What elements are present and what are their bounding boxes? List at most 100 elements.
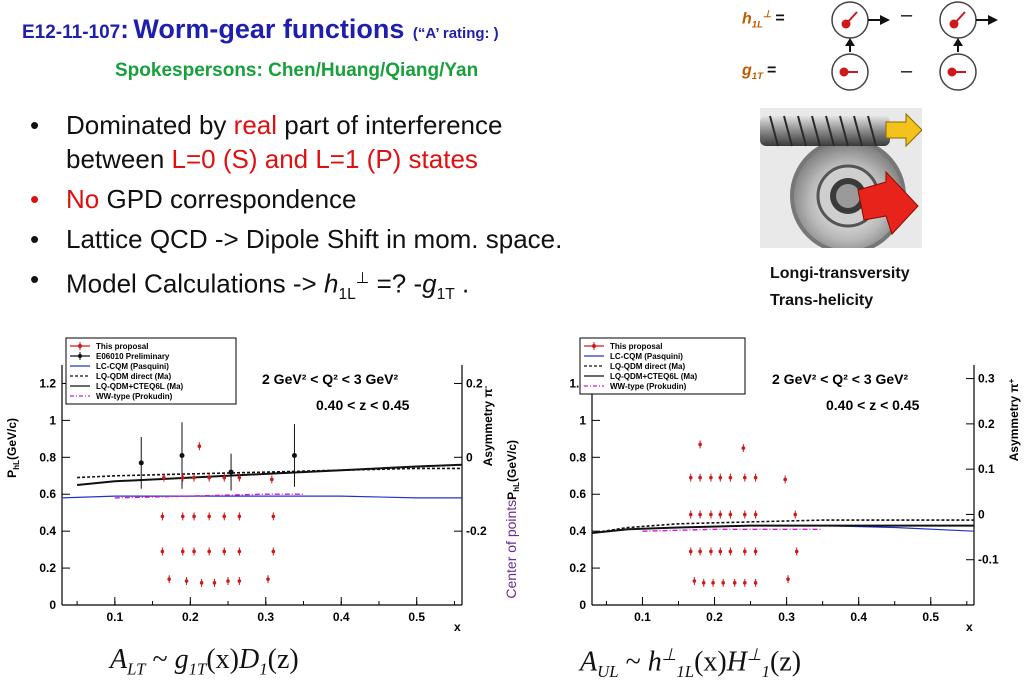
- proposal-point: [167, 577, 171, 581]
- g1t-label: g1T =: [742, 62, 777, 83]
- x-axis-label: x: [454, 620, 461, 634]
- proposal-point: [237, 549, 242, 554]
- proposal-point: [794, 549, 799, 554]
- proposal-point: [688, 512, 693, 517]
- legend-swatch-marker: [78, 354, 82, 358]
- proposal-point: [743, 475, 747, 480]
- proposal-point: [237, 514, 242, 519]
- proposal-point: [180, 549, 185, 554]
- proposal-point: [711, 581, 715, 585]
- proposal-point: [743, 549, 747, 554]
- y-tick-label: 1: [579, 413, 586, 427]
- proposal-point: [698, 549, 702, 554]
- red-arrow-icon: [857, 170, 919, 235]
- legend-swatch-marker: [592, 344, 596, 348]
- curve-lq-cteq: [77, 463, 463, 486]
- formula-aul: AUL ~ h⊥1L(x)H⊥1(z): [580, 645, 802, 681]
- proposal-point: [180, 514, 185, 519]
- proposal-point: [743, 581, 747, 585]
- proposal-point: [180, 475, 185, 480]
- y-tick-label: 0.6: [39, 487, 56, 501]
- y2-tick-label: 0.2: [978, 417, 995, 431]
- formula-alt: ALT ~ g1T(x)D1(z): [110, 644, 299, 679]
- proposal-point: [237, 475, 242, 480]
- worm-screw: [760, 115, 890, 147]
- quark-spin-arrows: [839, 11, 966, 77]
- y-tick-label: 0.8: [39, 450, 56, 464]
- legend-entry: LC-CQM (Pasquini): [610, 352, 683, 361]
- picture-caption: Longi-transversity Trans-helicity: [770, 260, 910, 314]
- curve-lq-direct: [77, 467, 462, 479]
- proposal-point: [212, 581, 217, 585]
- y2-tick-label: 0: [466, 450, 473, 464]
- title-rating: (“A’ rating: ): [412, 25, 499, 42]
- proposal-point: [184, 579, 189, 583]
- y2-axis-label: Asymmetry π+: [1007, 378, 1021, 461]
- proposal-point: [718, 549, 723, 554]
- proposal-point: [271, 514, 276, 519]
- yellow-arrow-icon: [885, 112, 922, 148]
- proposal-point: [728, 475, 733, 480]
- legend-entry: LQ-QDM direct (Ma): [96, 372, 171, 381]
- proposal-point: [266, 577, 270, 581]
- worm-gear-wheel: [790, 138, 906, 248]
- bullet-item-3: • Lattice QCD -> Dipole Shift in mom. sp…: [30, 224, 563, 254]
- x-tick-label: 0.1: [106, 610, 123, 624]
- proposal-point: [237, 579, 242, 583]
- worm-gear-picture: [760, 108, 922, 248]
- y2-tick-label: 0.2: [466, 376, 483, 390]
- kinematics-q2: 2 GeV² < Q² < 3 GeV²: [772, 371, 909, 387]
- minus-sign-bottom: –: [901, 60, 913, 82]
- kinematics-z: 0.40 < z < 0.45: [316, 397, 410, 413]
- bullet-item-4: • Model Calculations -> h1L⊥ =? -g1T .: [30, 264, 470, 303]
- proposal-point: [753, 581, 758, 585]
- y-tick-label: 1: [49, 413, 56, 427]
- bullet-list: • Dominated by real part of interference…: [30, 108, 730, 318]
- e06010-point: [179, 452, 185, 458]
- minus-sign-top: –: [901, 4, 913, 26]
- proposal-point: [207, 549, 211, 554]
- y-tick-label: 0.8: [569, 450, 586, 464]
- x-tick-label: 0.2: [706, 610, 723, 624]
- proposal-point: [721, 581, 725, 585]
- legend-entry: WW-type (Prokudin): [96, 392, 173, 401]
- y-axis-label: PhL(GeV/c): [5, 418, 21, 478]
- e06010-point: [228, 469, 234, 475]
- proposal-point: [728, 549, 733, 554]
- y-tick-label: 0.4: [39, 524, 56, 538]
- y-tick-label: 0.2: [569, 561, 586, 575]
- proposal-point: [162, 475, 166, 480]
- x-tick-label: 0.5: [408, 610, 425, 624]
- y-axis-label: Center of pointsPhL(GeV/c): [503, 440, 521, 599]
- caption-line-2: Trans-helicity: [770, 292, 874, 309]
- proposal-point: [160, 549, 165, 554]
- spin-diagram: [831, 1, 998, 91]
- legend-entry: LQ-QDM+CTEQ6L (Ma): [96, 382, 184, 391]
- curve-ww: [642, 528, 823, 532]
- legend-entry: LQ-QDM direct (Ma): [610, 362, 685, 371]
- x-tick-label: 0.3: [257, 610, 274, 624]
- proposal-point: [207, 475, 211, 480]
- x-tick-label: 0.3: [778, 610, 795, 624]
- y2-axis-label: Asymmetry π-: [481, 385, 495, 466]
- proposal-point: [709, 475, 713, 480]
- proposal-point: [728, 512, 733, 517]
- proposal-point: [226, 579, 230, 583]
- proposal-point: [199, 581, 204, 585]
- x-tick-label: 0.1: [634, 610, 651, 624]
- proposal-point: [192, 475, 196, 480]
- y-tick-label: 0: [579, 598, 586, 612]
- proposal-point: [698, 512, 702, 517]
- proposal-point: [741, 446, 746, 450]
- curve-lq-direct: [591, 519, 974, 534]
- kinematics-z: 0.40 < z < 0.45: [826, 397, 920, 413]
- y-tick-label: 1.2: [39, 376, 56, 390]
- proposal-point: [753, 512, 758, 517]
- proposal-point: [688, 549, 693, 554]
- proposal-point: [753, 475, 758, 480]
- spokespersons: Spokespersons: Chen/Huang/Qiang/Yan: [115, 60, 479, 81]
- proposal-point: [698, 442, 702, 447]
- experiment-id: E12-11-107: [22, 22, 121, 43]
- x-tick-label: 0.5: [922, 610, 939, 624]
- curve-ww: [114, 493, 304, 499]
